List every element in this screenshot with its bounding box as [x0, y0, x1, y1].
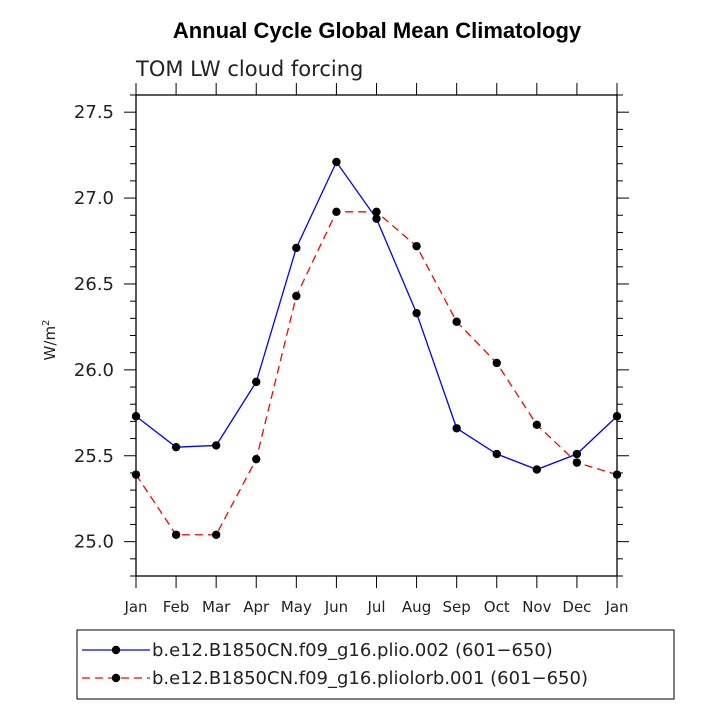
legend-box — [76, 629, 675, 700]
chart-subtitle: TOM LW cloud forcing — [135, 57, 363, 81]
series-1-point — [211, 441, 221, 450]
series-2-point — [252, 454, 261, 464]
series-2-point — [292, 291, 301, 301]
series-2-point — [612, 470, 622, 479]
series-1-point — [452, 424, 461, 433]
series-2-point — [131, 470, 141, 479]
series-1-point — [252, 377, 261, 387]
x-tick-label: Oct — [484, 598, 510, 616]
x-tick-label: Sep — [443, 598, 471, 616]
y-axis-label-superscript: 2 — [41, 320, 52, 326]
series-1-point — [612, 412, 622, 421]
y-tick-label: 26.5 — [74, 274, 114, 295]
series-1-point — [412, 308, 421, 318]
x-tick-label: Apr — [243, 598, 270, 616]
series-2-point — [171, 530, 181, 539]
legend-marker-2 — [111, 673, 121, 683]
series-2-point — [412, 241, 421, 251]
x-tick-label: May — [281, 598, 312, 616]
series-1-point — [492, 449, 501, 459]
legend-label-2: b.e12.B1850CN.f09_g16.pliolorb.001 (601−… — [152, 668, 588, 689]
y-axis-ticks: 25.0 25.5 26.0 26.5 27.0 27.5 — [74, 94, 629, 577]
y-tick-label: 27.0 — [74, 188, 114, 209]
series-2-point — [532, 420, 542, 430]
y-axis-label: W/m2 — [41, 320, 59, 361]
x-tick-label: Dec — [562, 598, 591, 616]
plot-frame — [135, 94, 618, 577]
series-1-point — [131, 412, 141, 421]
y-tick-label: 26.0 — [74, 360, 114, 381]
x-tick-label: Feb — [163, 598, 190, 616]
y-tick-label: 25.5 — [74, 446, 114, 467]
chart-title: Annual Cycle Global Mean Climatology — [173, 18, 582, 43]
series-line-2 — [135, 211, 618, 536]
x-tick-label: Aug — [402, 598, 431, 616]
series-1-point — [171, 442, 181, 452]
series-1-point — [532, 465, 542, 474]
series-1-point — [332, 157, 341, 167]
x-tick-label: Jan — [604, 598, 628, 616]
series-1-point — [372, 214, 381, 223]
x-tick-label: Jun — [324, 598, 348, 616]
series-2-point — [211, 530, 221, 539]
legend-marker-1 — [111, 645, 121, 655]
series-2-point — [492, 358, 501, 368]
x-tick-label: Mar — [202, 598, 231, 616]
y-tick-label: 27.5 — [74, 102, 114, 123]
x-axis-ticks: Jan Feb Mar Apr May Jun Jul Aug Sep Oct Nov Dec Jan — [123, 83, 629, 616]
x-tick-label: Nov — [522, 598, 551, 616]
series-2-point — [372, 207, 381, 217]
y-axis-label-base: W/m — [41, 326, 59, 361]
series-2-point — [332, 207, 341, 217]
x-tick-label: Jul — [366, 598, 385, 616]
x-tick-label: Jan — [123, 598, 147, 616]
y-tick-label: 25.0 — [74, 532, 114, 553]
series-layer — [131, 157, 622, 539]
series-1-point — [292, 243, 301, 253]
legend: b.e12.B1850CN.f09_g16.plio.002 (601−650)… — [82, 640, 588, 689]
series-1-point — [572, 449, 582, 459]
series-2-point — [572, 458, 582, 467]
legend-label-1: b.e12.B1850CN.f09_g16.plio.002 (601−650) — [152, 640, 553, 661]
series-2-point — [452, 317, 461, 326]
